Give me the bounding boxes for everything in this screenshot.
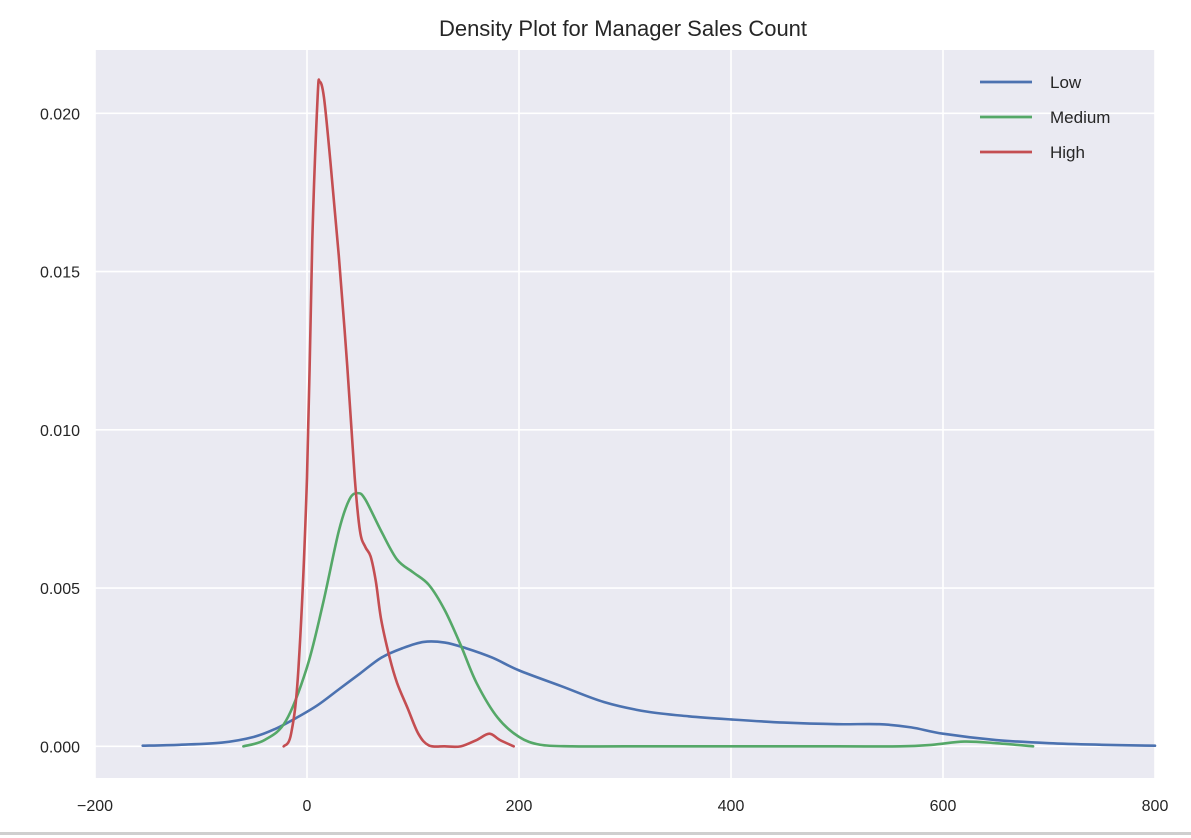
y-tick-label: 0.000 — [40, 739, 80, 756]
y-tick-label: 0.010 — [40, 423, 80, 440]
x-tick-label: 800 — [1142, 798, 1169, 815]
chart-title: Density Plot for Manager Sales Count — [439, 16, 807, 41]
bottom-divider — [0, 832, 1191, 835]
y-tick-label: 0.020 — [40, 106, 80, 123]
y-tick-label: 0.005 — [40, 581, 80, 598]
y-tick-label: 0.015 — [40, 265, 80, 282]
series-line-high — [282, 78, 515, 749]
series-line-medium — [242, 491, 1035, 748]
x-tick-label: 200 — [506, 798, 533, 815]
legend-label-medium: Medium — [1050, 108, 1110, 127]
legend: Low Medium High — [980, 73, 1110, 162]
x-tick-label: 0 — [303, 798, 312, 815]
plot-area — [95, 50, 1155, 778]
series-lines — [141, 78, 1157, 749]
x-tick-label: 600 — [930, 798, 957, 815]
legend-label-high: High — [1050, 143, 1085, 162]
legend-label-low: Low — [1050, 73, 1082, 92]
tick-labels: −200 0 200 400 600 800 0.000 0.005 0.010 0.015 0.0… — [40, 106, 1168, 815]
grid-lines — [94, 50, 1156, 778]
x-tick-label: 400 — [718, 798, 745, 815]
x-tick-label: −200 — [77, 798, 113, 815]
